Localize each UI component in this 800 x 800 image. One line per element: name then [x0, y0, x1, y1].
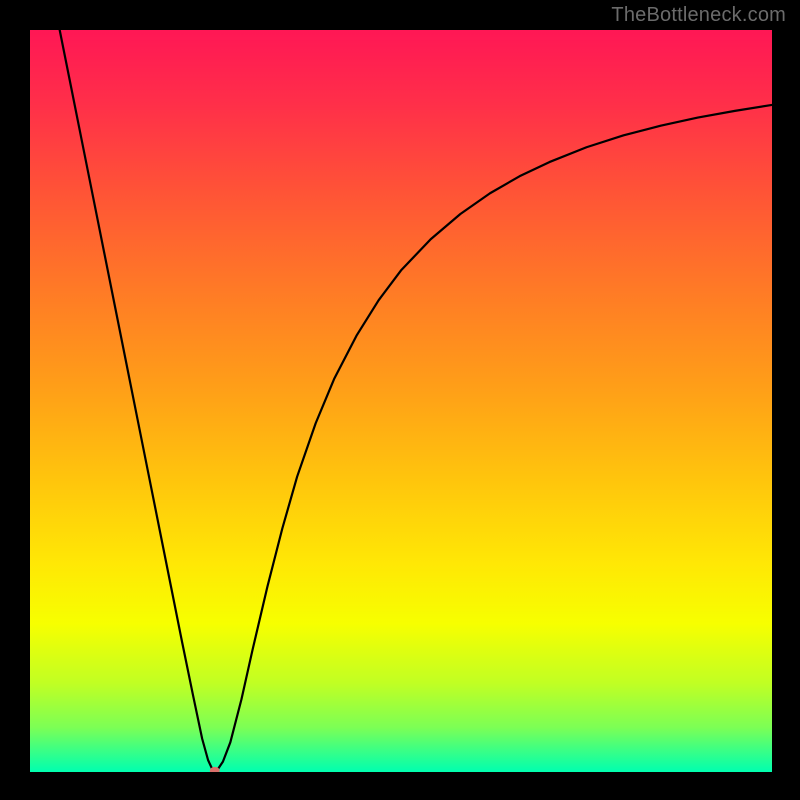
chart-frame: TheBottleneck.com — [0, 0, 800, 800]
gradient-background — [30, 30, 772, 772]
plot-area — [30, 30, 772, 772]
chart-svg — [30, 30, 772, 772]
watermark-text: TheBottleneck.com — [611, 4, 786, 27]
